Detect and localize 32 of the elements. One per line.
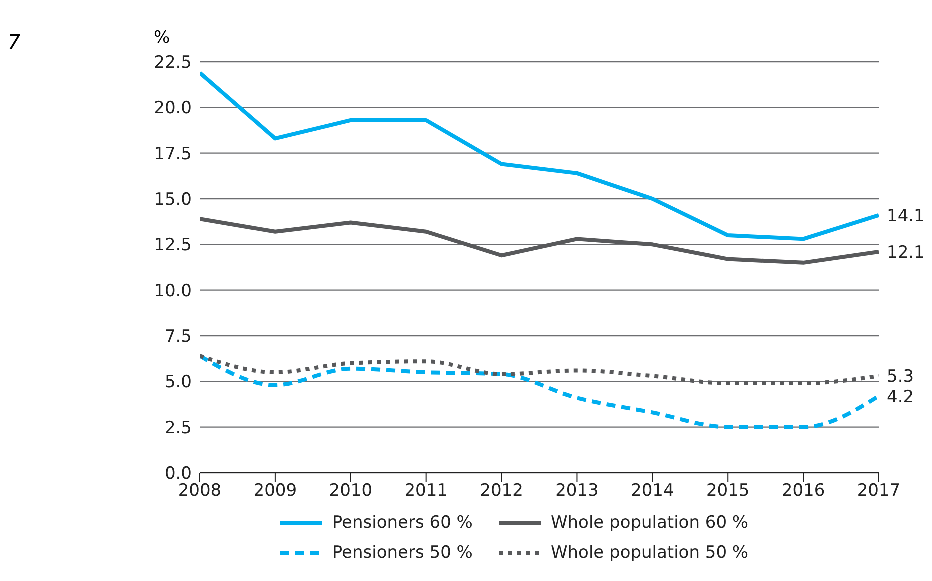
annotation: 12.1 bbox=[887, 243, 925, 264]
y-tick-label: 5.0 bbox=[164, 372, 192, 393]
legend-label: Pensioners 50 % bbox=[332, 543, 473, 563]
annotation: 14.1 bbox=[887, 206, 925, 226]
y-tick-label: 20.0 bbox=[154, 98, 192, 119]
y-tick-label: 15.0 bbox=[154, 190, 192, 210]
y-tick-label: 22.5 bbox=[154, 53, 192, 74]
text: 7 bbox=[8, 30, 21, 54]
x-tick-label: 2010 bbox=[329, 481, 373, 502]
legend-label: Whole population 60 % bbox=[550, 513, 749, 533]
line-series bbox=[200, 354, 879, 430]
y-tick-label: 10.0 bbox=[154, 281, 192, 302]
line-series bbox=[200, 217, 879, 265]
x-tick-label: 2017 bbox=[857, 481, 901, 502]
annotation: 5.3 bbox=[887, 367, 914, 388]
legend-label: Whole population 50 % bbox=[550, 543, 749, 563]
x-tick-label: 2012 bbox=[480, 481, 524, 502]
y-tick-label: 12.5 bbox=[154, 236, 192, 256]
y-axis-title: % bbox=[154, 28, 170, 48]
y-tick-label: 2.5 bbox=[164, 418, 192, 438]
x-tick-label: 2016 bbox=[782, 481, 826, 502]
annotation: 4.2 bbox=[887, 387, 914, 408]
legend-label: Pensioners 60 % bbox=[332, 513, 473, 533]
x-tick-label: 2014 bbox=[631, 481, 674, 502]
y-tick-label: 17.5 bbox=[154, 144, 192, 164]
y-tick-label: 7.5 bbox=[164, 327, 192, 348]
x-tick-label: 2009 bbox=[254, 481, 298, 502]
x-tick-label: 2015 bbox=[706, 481, 750, 502]
x-tick-label: 2011 bbox=[404, 481, 448, 502]
x-tick-label: 2013 bbox=[556, 481, 599, 502]
line-series bbox=[200, 354, 879, 386]
line-series bbox=[200, 70, 879, 242]
